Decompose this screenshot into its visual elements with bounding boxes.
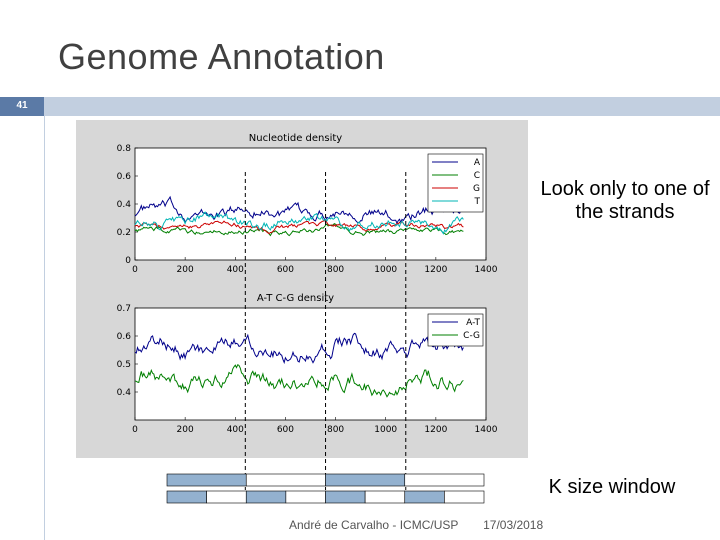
x-tick-label: 1000	[374, 265, 397, 275]
y-tick-label: 0.8	[117, 144, 132, 154]
series-line	[134, 222, 464, 237]
x-tick-label: 0	[132, 265, 138, 275]
header-bar	[44, 97, 720, 116]
left-divider	[44, 116, 45, 540]
legend-label: C-G	[463, 331, 480, 341]
window-cell	[245, 473, 326, 487]
plot-area	[134, 307, 487, 421]
x-tick-label: 200	[177, 265, 194, 275]
window-cell	[404, 490, 445, 504]
footer: André de Carvalho - ICMC/USP 17/03/2018	[289, 518, 543, 532]
footer-date: 17/03/2018	[483, 518, 544, 532]
x-tick-label: 600	[277, 265, 294, 275]
x-tick-label: 400	[227, 265, 244, 275]
legend-box	[427, 153, 484, 213]
window-cell	[325, 490, 366, 504]
window-cell	[206, 490, 247, 504]
slide-title: Genome Annotation	[58, 36, 385, 77]
plot-title: A-T C-G density	[257, 293, 334, 304]
x-tick-label: 1200	[424, 265, 447, 275]
window-cell	[245, 490, 287, 504]
legend-box	[427, 313, 484, 347]
x-tick-label: 800	[327, 265, 344, 275]
x-tick-label: 1400	[475, 265, 498, 275]
strand-note: Look only to one of the strands	[540, 178, 710, 223]
x-tick-label: 1400	[475, 425, 498, 435]
series-line	[134, 195, 464, 225]
x-tick-label: 800	[327, 425, 344, 435]
y-tick-label: 0.6	[117, 332, 132, 342]
x-tick-label: 1200	[424, 425, 447, 435]
series-line	[134, 363, 464, 398]
x-tick-label: 400	[227, 425, 244, 435]
plot-title: Nucleotide density	[249, 133, 342, 144]
window-cell	[444, 490, 485, 504]
legend-label: C	[474, 171, 480, 181]
x-tick-label: 0	[132, 425, 138, 435]
footer-author: André de Carvalho - ICMC/USP	[289, 518, 459, 532]
series-line	[134, 332, 464, 365]
legend-label: A-T	[466, 318, 480, 328]
x-tick-label: 600	[277, 425, 294, 435]
y-tick-label: 0	[125, 256, 131, 266]
plot-area	[134, 147, 487, 261]
y-tick-label: 0.4	[117, 200, 132, 210]
y-tick-label: 0.5	[117, 360, 131, 370]
legend-label: A	[474, 158, 481, 168]
x-tick-label: 200	[177, 425, 194, 435]
y-tick-label: 0.2	[117, 228, 131, 238]
y-tick-label: 0.4	[117, 388, 132, 398]
window-cell	[166, 490, 207, 504]
series-line	[134, 219, 464, 235]
window-cell	[404, 473, 485, 487]
window-cell	[166, 473, 247, 487]
slide-number: 41	[16, 100, 28, 111]
legend-label: G	[473, 184, 480, 194]
window-cell	[285, 490, 326, 504]
legend-label: T	[474, 197, 481, 207]
y-tick-label: 0.7	[117, 304, 131, 314]
window-note: K size window	[548, 476, 676, 498]
slide-number-box	[0, 97, 44, 116]
window-cell	[325, 473, 406, 487]
x-tick-label: 1000	[374, 425, 397, 435]
series-line	[134, 211, 464, 235]
window-cell	[364, 490, 406, 504]
y-tick-label: 0.6	[117, 172, 132, 182]
